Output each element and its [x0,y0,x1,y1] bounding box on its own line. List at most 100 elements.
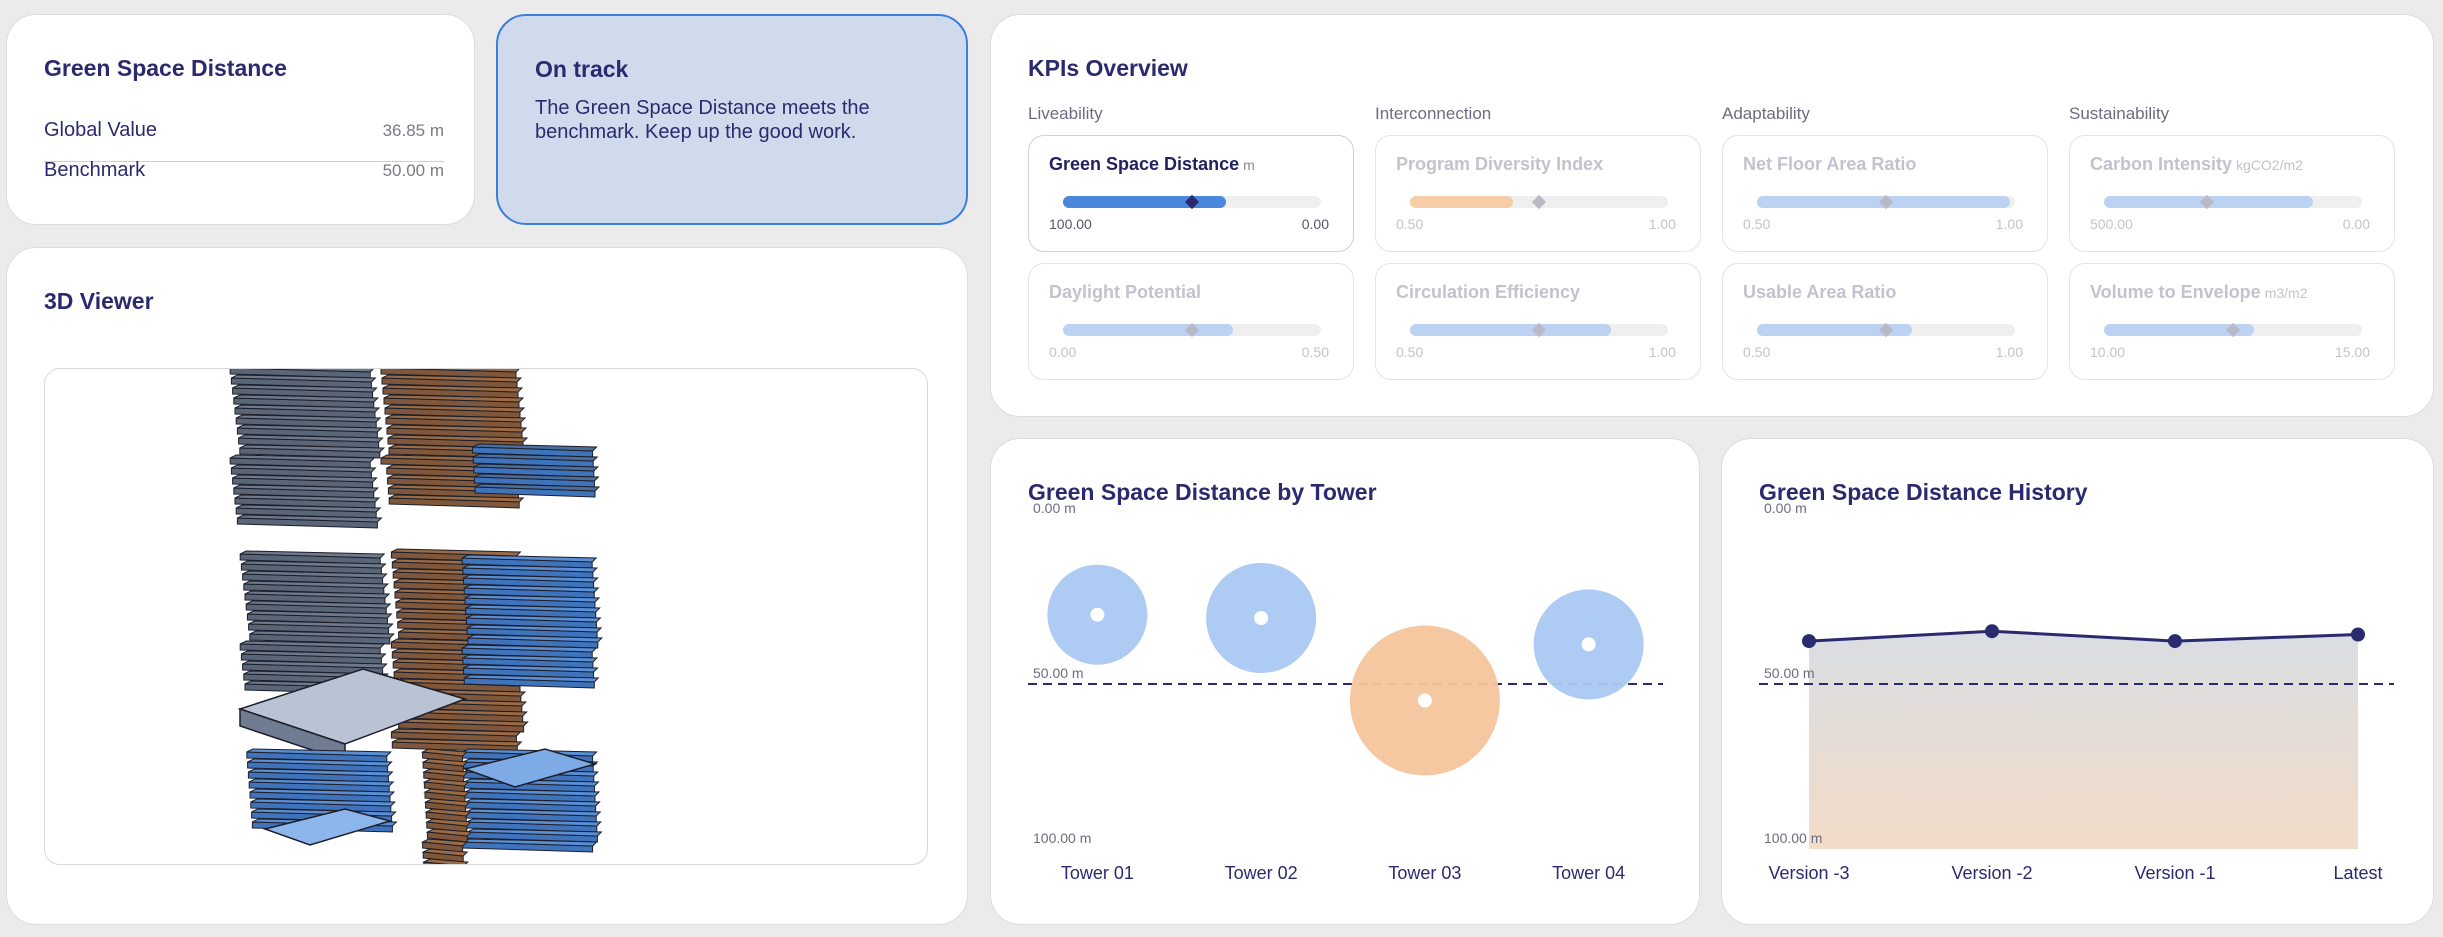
slab-top [234,494,381,503]
slab-top [384,404,526,413]
tower-point [1254,611,1269,625]
history-chart-card: Green Space Distance History 0.00 m 50.00… [1721,438,2434,925]
slab-top [421,848,469,857]
slab-top [422,858,469,864]
kpi-bar [2104,194,2362,210]
tower-point [1581,637,1596,652]
slab-top [420,838,468,847]
kpi-tile[interactable]: Usable Area Ratio 0.50 1.00 [1722,263,2048,380]
global-value-label: Global Value [44,119,158,141]
benchmark-label: Benchmark [44,159,146,181]
slab-top [464,594,601,603]
3d-viewport[interactable] [44,368,928,865]
benchmark-marker [1531,194,1547,210]
status-title: On track [535,56,629,82]
kpi-tile[interactable]: Circulation Efficiency 0.50 1.00 [1375,263,1701,380]
kpi-max: 1.00 [1648,344,1676,360]
slab-top [246,748,392,757]
category-sustainability: Sustainability [2069,104,2170,123]
slab-top [385,414,527,423]
slab-top [244,590,391,599]
slab-top [420,748,468,757]
kpi-min: 0.50 [1396,344,1424,360]
slab-top [464,788,601,797]
slab-top [238,434,384,443]
category-interconnection: Interconnection [1375,104,1492,123]
history-area [1809,631,2358,849]
y-tick-label: 100.00 m [1033,830,1091,846]
category-adaptability: Adaptability [1722,104,1810,123]
kpi-bar [1063,194,1321,210]
slab-top [248,768,394,777]
kpi-max: 15.00 [2334,344,2370,360]
slab-top [465,798,601,807]
category-liveability: Liveability [1028,104,1103,123]
kpi-tile[interactable]: Net Floor Area Ratio 0.50 1.00 [1722,135,2048,252]
kpi-bar [1410,194,1668,210]
kpi-title: KPIs Overview [1028,55,1188,81]
slab-top [247,610,393,619]
slab-top [462,564,599,573]
x-tick-label: Version -2 [1951,863,2032,883]
kpi-bar-fill [1063,196,1226,208]
y-tick-label: 0.00 m [1764,500,1807,516]
slab-top [233,484,379,493]
y-tick-label: 100.00 m [1764,830,1822,846]
kpi-max: 0.50 [1301,344,1329,360]
slab-top [262,808,393,846]
slab-top [231,464,377,473]
slab-top [425,828,473,837]
slab-top [249,788,396,797]
slab-top [250,798,396,807]
slab-top [239,444,385,453]
slab-top [397,369,520,373]
global-value-row: Global Value 36.85 m [44,119,444,159]
model-group [229,369,603,864]
status-card: On track The Green Space Distance meets … [496,14,968,225]
kpi-bar [1410,322,1668,338]
slab-top [249,630,395,639]
kpi-overview-card: KPIs Overview Liveability Interconnectio… [990,14,2434,417]
kpi-bar-fill [2104,324,2254,336]
tower-point [1417,693,1432,708]
slab-top [472,443,598,452]
slab-top [464,584,600,593]
slab-top [473,463,599,472]
history-point [1985,624,1999,639]
slab-top [466,818,602,827]
kpi-name: Green Space Distance m [1049,154,1255,174]
kpi-max: 1.00 [1648,216,1676,232]
kpi-name: Daylight Potential [1049,282,1202,302]
slab-top [247,369,374,373]
kpi-bar [1063,322,1321,338]
summary-card: Green Space Distance Global Value 36.85 … [6,14,475,225]
kpi-tile[interactable]: Volume to Envelope m3/m2 10.00 15.00 [2069,263,2395,380]
slab-top [239,640,386,649]
viewer-title: 3D Viewer [44,288,154,314]
slab-top [463,574,599,583]
slab-top [241,650,387,659]
status-message: The Green Space Distance meets the bench… [535,97,870,143]
slab-top [467,634,603,643]
kpi-tile[interactable]: Green Space Distance m 100.00 0.00 [1028,135,1354,252]
kpi-min: 0.50 [1743,216,1771,232]
slab-top [466,614,602,623]
kpi-name: Carbon Intensity kgCO2/m2 [2090,154,2303,174]
kpi-tile[interactable]: Daylight Potential 0.00 0.50 [1028,263,1354,380]
kpi-name: Program Diversity Index [1396,154,1604,174]
kpi-max: 1.00 [1995,216,2023,232]
kpi-name: Usable Area Ratio [1743,282,1897,302]
kpi-name: Volume to Envelope m3/m2 [2090,282,2308,302]
slab-top [423,788,471,797]
slab-top [467,828,603,837]
slab-top [232,384,378,393]
kpi-max: 1.00 [1995,344,2023,360]
slab-top [243,580,389,589]
kpi-min: 0.00 [1049,344,1077,360]
benchmark-value: 50.00 m [382,161,444,180]
by-tower-title: Green Space Distance by Tower [1028,479,1377,505]
kpi-tile[interactable]: Carbon Intensity kgCO2/m2 500.00 0.00 [2069,135,2395,252]
kpi-tile[interactable]: Program Diversity Index 0.50 1.00 [1375,135,1701,252]
building-model[interactable] [45,369,928,865]
slab-top [474,483,601,492]
